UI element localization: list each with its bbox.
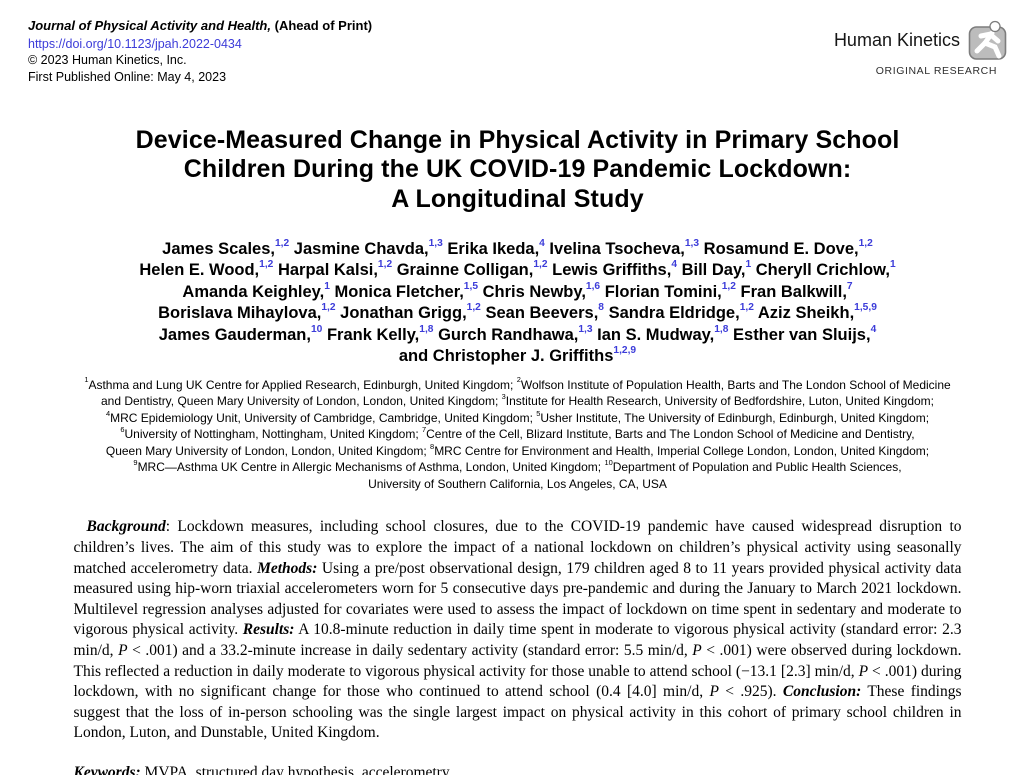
author-line: James Gauderman,10 Frank Kelly,1,8 Gurch… bbox=[158, 323, 877, 344]
article-title-line: Children During the UK COVID-19 Pandemic… bbox=[183, 155, 852, 184]
publisher-brand: Human Kinetics ORIGINAL RESEARCH bbox=[834, 17, 1009, 77]
author-line: Amanda Keighley,1 Monica Fletcher,1,5 Ch… bbox=[182, 280, 853, 301]
article-title-line: A Longitudinal Study bbox=[391, 184, 644, 213]
affiliation-line: and Dentistry, Queen Mary University of … bbox=[100, 391, 935, 409]
article-title: Device-Measured Change in Physical Activ… bbox=[38, 126, 997, 214]
page-header: Journal of Physical Activity and Health,… bbox=[0, 0, 1035, 86]
affiliation-line: Queen Mary University of London, London,… bbox=[105, 441, 930, 458]
doi-link[interactable]: https://doi.org/10.1123/jpah.2022-0434 bbox=[28, 36, 242, 51]
running-figure-icon bbox=[968, 20, 1007, 60]
author-line: James Scales,1,2 Jasmine Chavda,1,3 Erik… bbox=[162, 237, 873, 258]
journal-name: Journal of Physical Activity and Health,… bbox=[28, 17, 372, 35]
ahead-of-print-label: (Ahead of Print) bbox=[274, 18, 373, 33]
affiliation-line: 6University of Nottingham, Nottingham, U… bbox=[120, 425, 915, 442]
affiliation-line: 9MRC—Asthma UK Centre in Allergic Mechan… bbox=[133, 458, 902, 475]
affiliation-list: 1Asthma and Lung UK Centre for Applied R… bbox=[0, 375, 1035, 493]
journal-title: Journal of Physical Activity and Health, bbox=[28, 18, 271, 33]
abstract-paragraph: Background: Lockdown measures, including… bbox=[73, 518, 962, 742]
author-line: Borislava Mihaylova,1,2 Jonathan Grigg,1… bbox=[158, 302, 877, 323]
affiliation-line: 4MRC Epidemiology Unit, University of Ca… bbox=[105, 408, 930, 425]
publisher-name: Human Kinetics bbox=[833, 29, 960, 50]
publication-info: Journal of Physical Activity and Health,… bbox=[28, 17, 372, 86]
article-category-label: ORIGINAL RESEARCH bbox=[875, 65, 997, 77]
affiliation-line: 1Asthma and Lung UK Centre for Applied R… bbox=[84, 375, 951, 392]
author-list: James Scales,1,2 Jasmine Chavda,1,3 Erik… bbox=[0, 237, 1035, 368]
keywords-line: Keywords: MVPA, structured day hypothesi… bbox=[73, 764, 450, 775]
copyright-line: © 2023 Human Kinetics, Inc. bbox=[28, 53, 187, 68]
author-line: Helen E. Wood,1,2 Harpal Kalsi,1,2 Grain… bbox=[139, 259, 896, 280]
first-published-line: First Published Online: May 4, 2023 bbox=[28, 70, 227, 85]
affiliation-line: University of Southern California, Los A… bbox=[368, 476, 667, 491]
article-title-line: Device-Measured Change in Physical Activ… bbox=[135, 126, 900, 155]
author-line: and Christopher J. Griffiths1,2,9 bbox=[398, 345, 637, 366]
